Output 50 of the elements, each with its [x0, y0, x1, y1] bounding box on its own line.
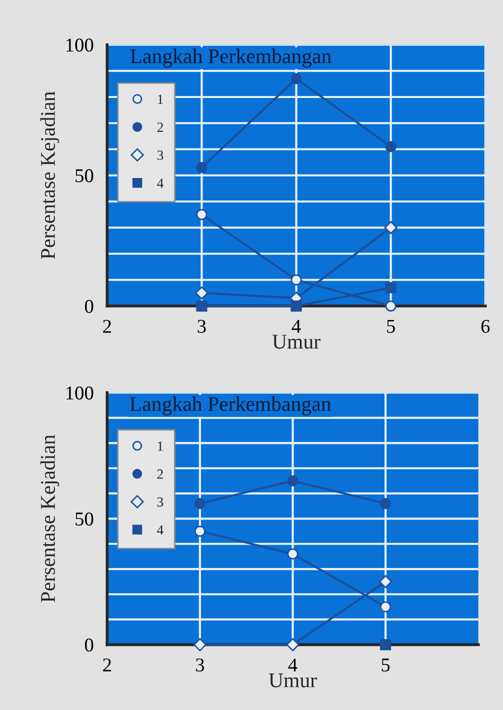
y-axis-title: Persentase Kejadian [40, 434, 60, 602]
legend-label: 2 [157, 469, 163, 479]
y-tick-label: 100 [66, 386, 94, 400]
y-tick-label: 0 [84, 300, 94, 313]
x-tick-label: 2 [103, 658, 111, 672]
point [195, 286, 208, 300]
point [286, 638, 300, 652]
point [287, 475, 298, 486]
point [290, 73, 302, 84]
point [194, 526, 206, 537]
point [385, 300, 396, 312]
point [194, 498, 206, 510]
point [193, 638, 207, 652]
point [380, 498, 392, 510]
point [380, 639, 392, 650]
point [385, 282, 396, 294]
legend-title: Langkah Perkembangan [130, 48, 332, 68]
y-tick-label: 100 [66, 38, 94, 52]
x-tick-label: 3 [196, 658, 204, 672]
point [380, 601, 392, 612]
legend-label: 2 [157, 122, 163, 132]
y-tick-label: 50 [76, 169, 94, 182]
legend-label: 3 [157, 497, 164, 507]
point [196, 162, 208, 174]
x-axis-title: Umur [268, 674, 317, 688]
legend-label: 4 [157, 178, 164, 188]
legend-label: 4 [156, 525, 164, 535]
x-tick-label: 6 [481, 320, 490, 333]
legend-label: 1 [158, 441, 163, 451]
point [196, 300, 208, 312]
point [378, 575, 392, 588]
x-tick-label: 5 [382, 658, 390, 672]
x-tick-label: 2 [103, 320, 111, 333]
point [384, 221, 398, 234]
legend-label: 1 [158, 94, 163, 104]
point [196, 209, 208, 220]
x-tick-label: 4 [292, 320, 301, 333]
y-axis-title: Persentase Kejadian [40, 92, 60, 259]
legend-title: Langkah Perkembangan [130, 396, 331, 416]
point [385, 141, 396, 152]
y-tick-label: 50 [76, 512, 94, 526]
point [287, 548, 298, 560]
x-tick-label: 3 [198, 320, 206, 333]
point [290, 274, 302, 286]
y-tick-label: 0 [84, 638, 94, 652]
legend-label: 3 [157, 150, 164, 160]
x-tick-label: 4 [288, 658, 298, 672]
x-tick-label: 5 [387, 320, 395, 333]
point [290, 300, 302, 312]
x-axis-title: Umur [272, 334, 320, 349]
